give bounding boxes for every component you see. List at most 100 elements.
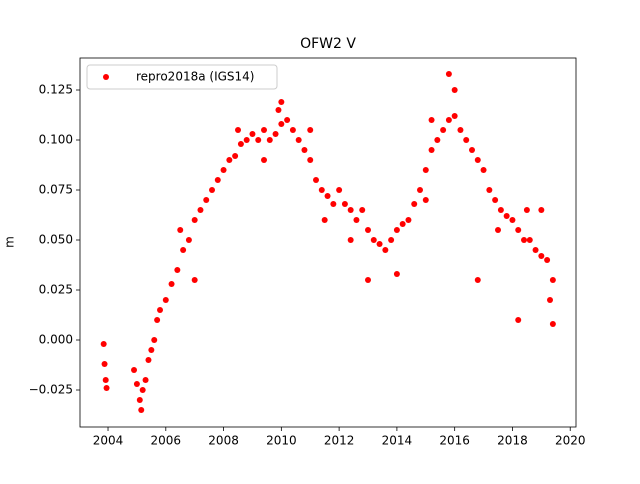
point <box>243 137 250 143</box>
point <box>151 337 158 343</box>
point <box>101 361 108 367</box>
point <box>538 253 545 259</box>
point <box>422 197 429 203</box>
legend-box <box>86 64 278 90</box>
point <box>428 117 435 123</box>
point <box>457 127 464 133</box>
y-tick-label: 0.075 <box>39 183 73 197</box>
point <box>521 237 528 243</box>
point <box>278 99 285 105</box>
point <box>480 167 487 173</box>
point <box>411 201 418 207</box>
point <box>249 131 256 137</box>
point <box>445 117 452 123</box>
point <box>547 297 554 303</box>
point <box>275 107 282 113</box>
point <box>191 277 198 283</box>
point <box>162 297 169 303</box>
point <box>544 257 551 263</box>
point <box>440 127 447 133</box>
x-tick-label: 2016 <box>439 434 470 448</box>
point <box>191 217 198 223</box>
legend-label: repro2018a (IGS14) <box>136 70 254 84</box>
point <box>376 241 383 247</box>
point <box>266 137 273 143</box>
point <box>318 187 325 193</box>
point <box>347 237 354 243</box>
point <box>382 247 389 253</box>
point <box>532 247 539 253</box>
point <box>365 227 372 233</box>
point <box>393 227 400 233</box>
point <box>295 137 302 143</box>
point <box>235 127 242 133</box>
point <box>301 147 308 153</box>
point <box>503 213 510 219</box>
y-tick-label: −0.025 <box>29 383 73 397</box>
point <box>336 187 343 193</box>
point <box>523 207 530 213</box>
point <box>492 197 499 203</box>
point <box>538 207 545 213</box>
point <box>138 407 145 413</box>
point <box>324 193 331 199</box>
point <box>359 207 366 213</box>
point <box>353 217 360 223</box>
point <box>177 227 184 233</box>
point <box>451 87 458 93</box>
point <box>232 153 239 159</box>
point <box>399 221 406 227</box>
chart-title: OFW2 V <box>300 36 356 52</box>
point <box>214 177 221 183</box>
point <box>272 131 279 137</box>
point <box>509 217 516 223</box>
point <box>474 157 481 163</box>
point <box>428 147 435 153</box>
point <box>495 227 502 233</box>
point <box>284 117 291 123</box>
point <box>180 247 187 253</box>
point <box>307 127 314 133</box>
point <box>220 167 227 173</box>
point <box>154 317 161 323</box>
point <box>321 217 328 223</box>
point <box>157 307 164 313</box>
point <box>393 271 400 277</box>
point <box>469 147 476 153</box>
point <box>388 237 395 243</box>
point <box>307 157 314 163</box>
point <box>139 387 146 393</box>
point <box>463 137 470 143</box>
x-tick-label: 2010 <box>266 434 297 448</box>
y-tick-label: 0.100 <box>39 133 73 147</box>
point <box>497 207 504 213</box>
x-tick-label: 2020 <box>555 434 586 448</box>
point <box>133 381 140 387</box>
point <box>549 321 556 327</box>
plot-area <box>100 71 556 413</box>
point <box>168 281 175 287</box>
point <box>451 113 458 119</box>
y-tick-label: 0.025 <box>39 283 73 297</box>
point <box>347 207 354 213</box>
point <box>445 71 452 77</box>
point <box>142 377 149 383</box>
point <box>278 121 285 127</box>
point <box>100 341 107 347</box>
point <box>515 227 522 233</box>
point <box>370 237 377 243</box>
y-tick-label: 0.000 <box>39 333 73 347</box>
point <box>203 197 210 203</box>
point <box>474 277 481 283</box>
point <box>197 207 204 213</box>
axes-frame <box>79 57 577 428</box>
point <box>261 157 268 163</box>
point <box>237 141 244 147</box>
point <box>261 127 268 133</box>
x-tick-label: 2006 <box>151 434 182 448</box>
point <box>131 367 138 373</box>
point <box>417 187 424 193</box>
x-tick-label: 2018 <box>497 434 528 448</box>
